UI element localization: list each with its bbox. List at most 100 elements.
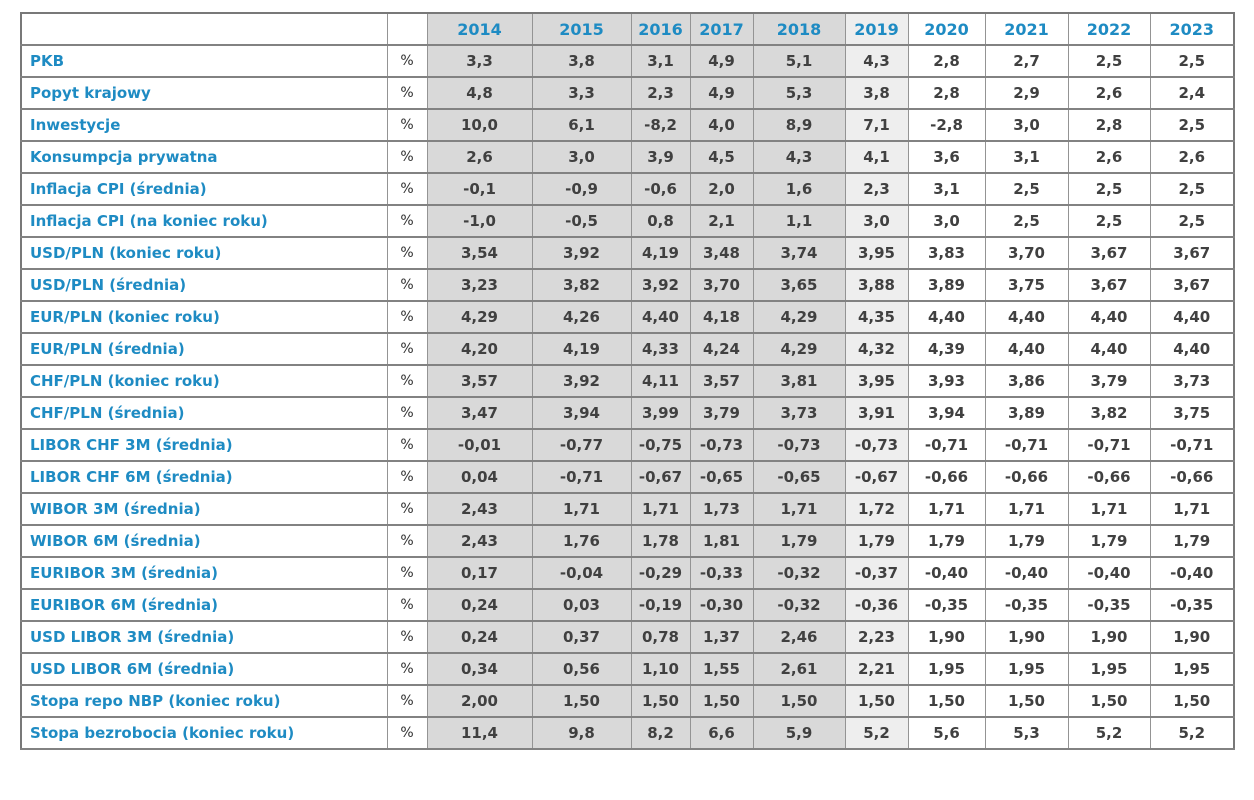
value-cell: 1,90 — [1149, 621, 1235, 653]
value-cell: 2,21 — [844, 653, 909, 685]
value-cell: -0,65 — [752, 461, 846, 493]
value-cell: 1,95 — [1067, 653, 1151, 685]
year-header: 2015 — [531, 13, 632, 45]
value-cell: 1,71 — [907, 493, 986, 525]
value-cell: 4,19 — [630, 237, 691, 269]
value-cell: 0,8 — [630, 205, 691, 237]
table-row: CHF/PLN (średnia)% 3,47 3,94 3,99 3,79 3,73 3,… — [20, 397, 1235, 429]
value-cell: 1,78 — [630, 525, 691, 557]
value-cell: -0,71 — [531, 461, 632, 493]
value-cell: 3,9 — [630, 141, 691, 173]
unit-cell: % — [386, 653, 428, 685]
year-header: 2020 — [907, 13, 986, 45]
year-header: 2017 — [689, 13, 754, 45]
value-cell: 2,6 — [426, 141, 533, 173]
table-row: EUR/PLN (koniec roku)% 4,29 4,26 4,40 4,18 4,… — [20, 301, 1235, 333]
value-cell: 4,3 — [844, 45, 909, 77]
row-label: USD/PLN (średnia) — [20, 269, 388, 301]
table-row: USD LIBOR 3M (średnia)% 0,24 0,37 0,78 1,37 2… — [20, 621, 1235, 653]
value-cell: 3,75 — [984, 269, 1069, 301]
year-header: 2023 — [1149, 13, 1235, 45]
unit-cell: % — [386, 237, 428, 269]
table-row: Popyt krajowy% 4,8 3,3 2,3 4,9 5,3 3,8 2,8 2,9 2,… — [20, 77, 1235, 109]
value-cell: -0,32 — [752, 589, 846, 621]
row-label: Stopa repo NBP (koniec roku) — [20, 685, 388, 717]
row-label: EURIBOR 6M (średnia) — [20, 589, 388, 621]
value-cell: -0,9 — [531, 173, 632, 205]
table-row: Inwestycje% 10,0 6,1 -8,2 4,0 8,9 7,1 -2,8 3,0 2,… — [20, 109, 1235, 141]
value-cell: 1,50 — [630, 685, 691, 717]
table-row: EUR/PLN (średnia)% 4,20 4,19 4,33 4,24 4,29 4,… — [20, 333, 1235, 365]
value-cell: 3,82 — [1067, 397, 1151, 429]
value-cell: 0,04 — [426, 461, 533, 493]
value-cell: 9,8 — [531, 717, 632, 749]
row-label: Stopa bezrobocia (koniec roku) — [20, 717, 388, 749]
value-cell: 3,91 — [844, 397, 909, 429]
value-cell: 1,6 — [752, 173, 846, 205]
row-label: CHF/PLN (średnia) — [20, 397, 388, 429]
value-cell: 5,2 — [1067, 717, 1151, 749]
value-cell: 5,9 — [752, 717, 846, 749]
year-header: 2021 — [984, 13, 1069, 45]
value-cell: 2,8 — [1067, 109, 1151, 141]
value-cell: 7,1 — [844, 109, 909, 141]
value-cell: 11,4 — [426, 717, 533, 749]
value-cell: 4,20 — [426, 333, 533, 365]
value-cell: 4,40 — [1067, 333, 1151, 365]
value-cell: 1,79 — [1067, 525, 1151, 557]
value-cell: -0,36 — [844, 589, 909, 621]
value-cell: 4,29 — [752, 333, 846, 365]
table-row: EURIBOR 6M (średnia)% 0,24 0,03 -0,19 -0,30-… — [20, 589, 1235, 621]
value-cell: 1,71 — [1067, 493, 1151, 525]
value-cell: 3,23 — [426, 269, 533, 301]
value-cell: 4,8 — [426, 77, 533, 109]
value-cell: 4,9 — [689, 77, 754, 109]
value-cell: 4,40 — [984, 333, 1069, 365]
value-cell: 4,40 — [630, 301, 691, 333]
value-cell: -0,40 — [907, 557, 986, 589]
value-cell: 2,3 — [844, 173, 909, 205]
value-cell: 3,93 — [907, 365, 986, 397]
value-cell: -0,73 — [844, 429, 909, 461]
table-row: Stopa repo NBP (koniec roku)% 2,00 1,50 1,5… — [20, 685, 1235, 717]
value-cell: 3,1 — [907, 173, 986, 205]
unit-cell: % — [386, 365, 428, 397]
row-label: EUR/PLN (koniec roku) — [20, 301, 388, 333]
value-cell: 2,61 — [752, 653, 846, 685]
value-cell: 2,6 — [1067, 141, 1151, 173]
value-cell: 0,37 — [531, 621, 632, 653]
value-cell: 5,2 — [844, 717, 909, 749]
unit-cell: % — [386, 45, 428, 77]
value-cell: 5,2 — [1149, 717, 1235, 749]
value-cell: 3,82 — [531, 269, 632, 301]
value-cell: 3,83 — [907, 237, 986, 269]
unit-cell: % — [386, 77, 428, 109]
value-cell: -0,01 — [426, 429, 533, 461]
value-cell: 4,35 — [844, 301, 909, 333]
unit-cell: % — [386, 461, 428, 493]
value-cell: -0,66 — [1149, 461, 1235, 493]
value-cell: 3,79 — [689, 397, 754, 429]
value-cell: 3,67 — [1149, 237, 1235, 269]
value-cell: 1,71 — [531, 493, 632, 525]
value-cell: 3,81 — [752, 365, 846, 397]
value-cell: 3,8 — [531, 45, 632, 77]
unit-cell: % — [386, 621, 428, 653]
value-cell: -0,6 — [630, 173, 691, 205]
value-cell: 4,40 — [984, 301, 1069, 333]
unit-cell: % — [386, 397, 428, 429]
value-cell: 8,9 — [752, 109, 846, 141]
value-cell: 4,40 — [1149, 333, 1235, 365]
value-cell: -0,5 — [531, 205, 632, 237]
value-cell: 2,3 — [630, 77, 691, 109]
value-cell: 1,73 — [689, 493, 754, 525]
value-cell: -0,65 — [689, 461, 754, 493]
row-label: USD/PLN (koniec roku) — [20, 237, 388, 269]
value-cell: 3,48 — [689, 237, 754, 269]
value-cell: 4,26 — [531, 301, 632, 333]
value-cell: 10,0 — [426, 109, 533, 141]
value-cell: 1,50 — [1067, 685, 1151, 717]
value-cell: 6,1 — [531, 109, 632, 141]
table-row: WIBOR 3M (średnia)% 2,43 1,71 1,71 1,73 1,71 1… — [20, 493, 1235, 525]
row-label: Konsumpcja prywatna — [20, 141, 388, 173]
